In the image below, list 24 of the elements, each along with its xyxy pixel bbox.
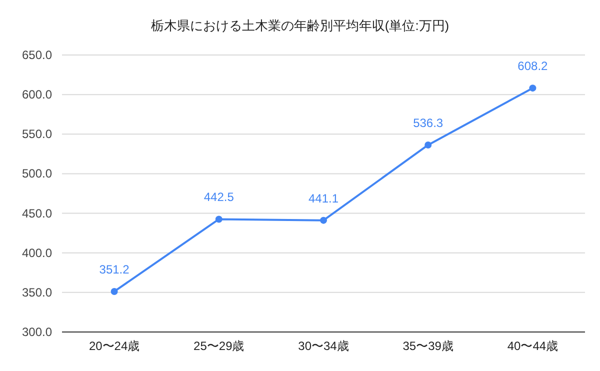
y-tick-label: 450.0 <box>22 206 52 220</box>
data-label: 441.1 <box>308 191 339 206</box>
y-tick-label: 300.0 <box>22 325 52 339</box>
point <box>529 84 536 92</box>
x-tick-label: 35〜39歳 <box>402 339 454 353</box>
point <box>215 216 222 223</box>
point <box>424 141 432 148</box>
y-tick-label: 500.0 <box>22 166 52 181</box>
y-tick-label: 650.0 <box>22 48 52 62</box>
data-label: 442.5 <box>204 190 234 204</box>
chart-title: 栃木県における土木業の年齢別平均年収(単位:万円) <box>150 18 450 33</box>
x-tick-label: 20〜24歳 <box>88 339 140 353</box>
y-tick-label: 400.0 <box>22 246 52 260</box>
x-tick-label: 40〜44歳 <box>507 339 558 353</box>
y-tick-label: 550.0 <box>22 127 52 142</box>
y-tick-label: 600.0 <box>22 88 52 102</box>
data-label: 608.2 <box>518 59 548 74</box>
x-tick-label: 25〜29歳 <box>194 339 244 353</box>
data-label: 351.2 <box>99 262 130 276</box>
point <box>110 288 118 295</box>
data-label: 536.3 <box>413 116 444 130</box>
point <box>320 216 327 224</box>
y-tick-label: 350.0 <box>22 285 52 300</box>
x-tick-label: 30〜34歳 <box>298 339 349 353</box>
